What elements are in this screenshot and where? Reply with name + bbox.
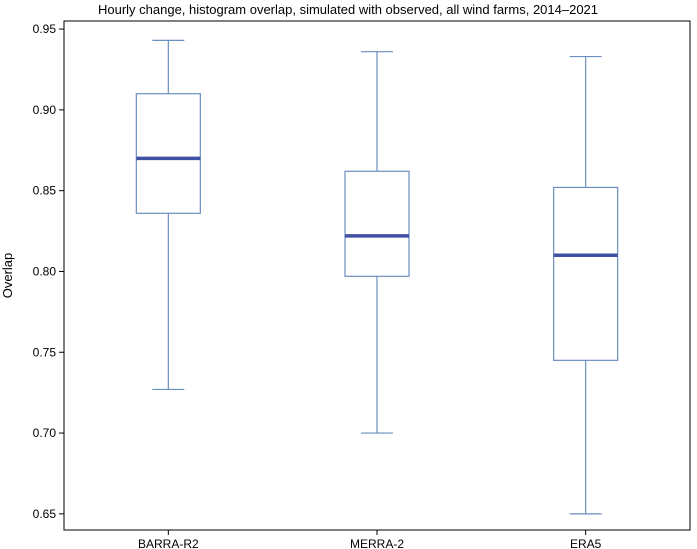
iqr-box: [135, 93, 201, 214]
y-tick-label: 0.80: [33, 264, 57, 278]
y-tick-label: 0.90: [33, 103, 57, 117]
y-tick-label: 0.70: [33, 426, 57, 440]
box-merra-2: [344, 51, 410, 434]
x-tick-label: BARRA-R2: [138, 537, 199, 549]
y-axis-label: Overlap: [0, 253, 15, 299]
iqr-box: [344, 170, 410, 277]
chart-title: Hourly change, histogram overlap, simula…: [98, 2, 598, 17]
y-tick-label: 0.95: [33, 22, 57, 36]
box-era5: [553, 55, 619, 515]
y-tick-label: 0.75: [33, 345, 57, 359]
x-tick-label: ERA5: [570, 537, 602, 549]
box-barra-r2: [135, 39, 201, 391]
x-axis-ticks: BARRA-R2 MERRA-2 ERA5: [138, 530, 602, 549]
box-series: [135, 39, 619, 515]
y-tick-label: 0.65: [33, 507, 57, 521]
y-axis-ticks: 0.65 0.70 0.75 0.80 0.85 0.90 0.95: [33, 22, 64, 521]
iqr-box: [553, 186, 619, 361]
y-tick-label: 0.85: [33, 184, 57, 198]
x-tick-label: MERRA-2: [350, 537, 404, 549]
